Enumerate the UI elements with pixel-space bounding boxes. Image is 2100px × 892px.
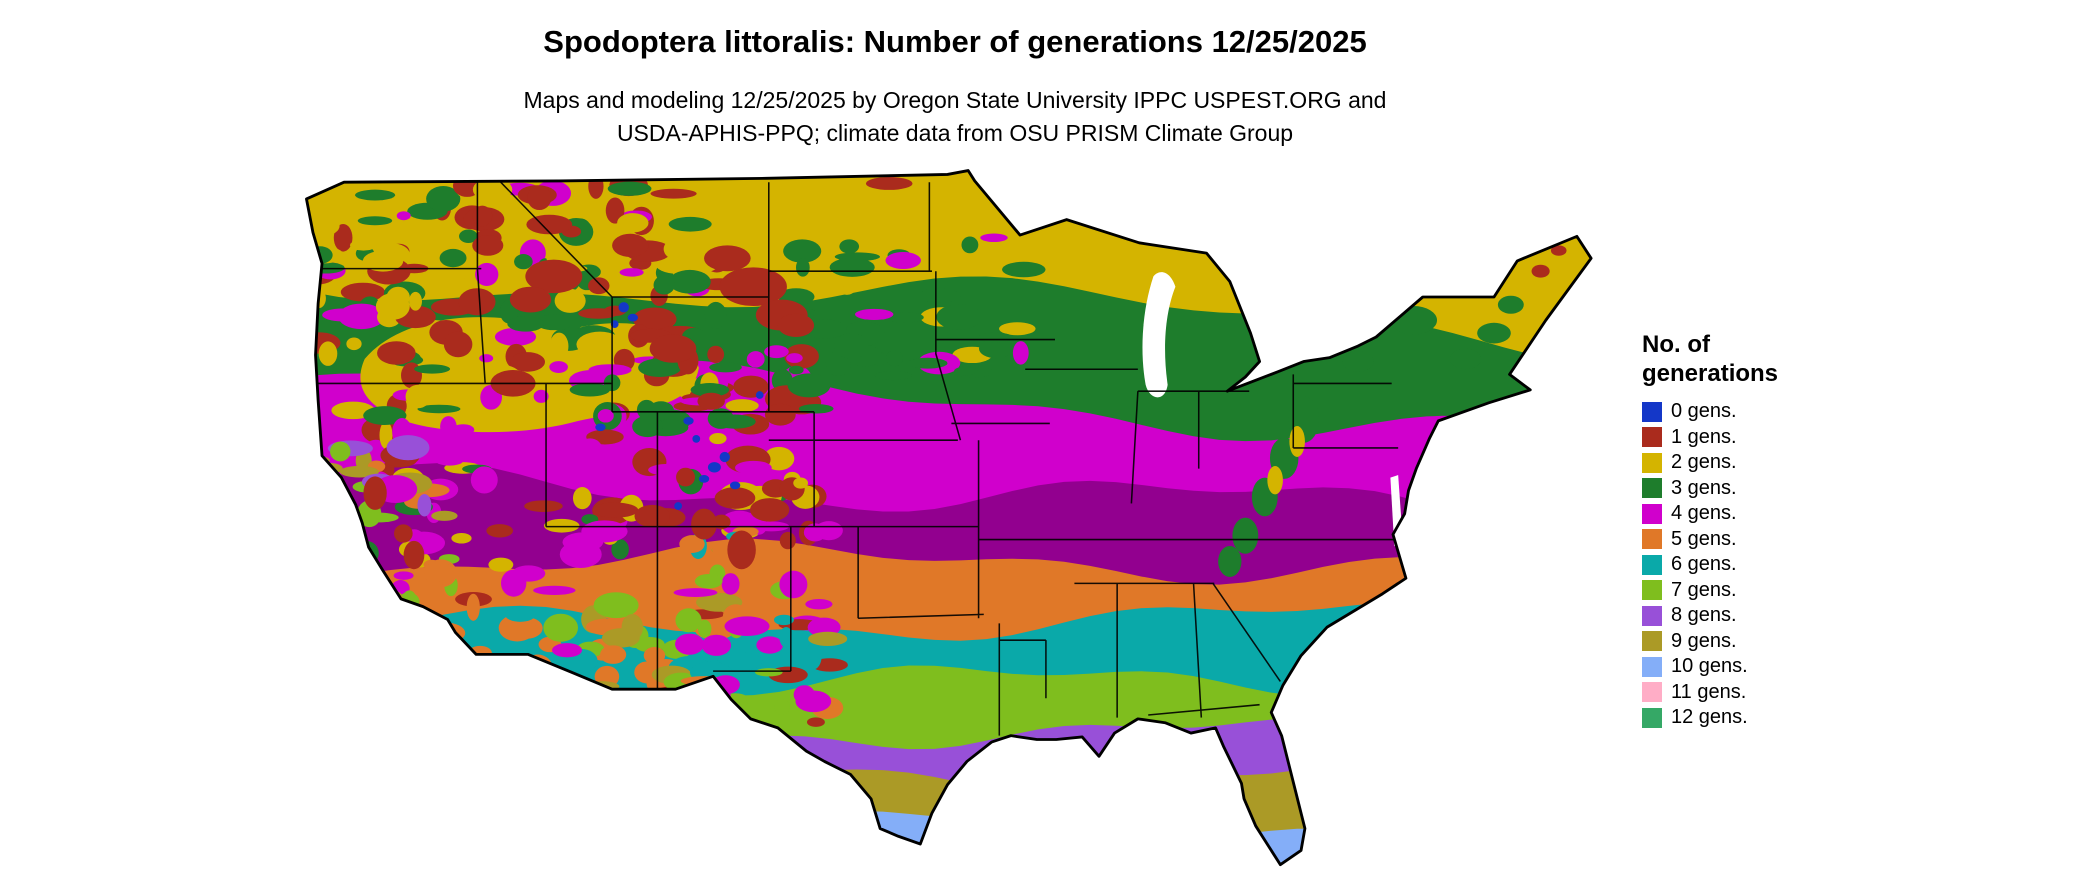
legend-item: 7 gens. bbox=[1642, 578, 1778, 604]
legend-label: 0 gens. bbox=[1671, 400, 1737, 423]
figure-subtitle: Maps and modeling 12/25/2025 by Oregon S… bbox=[0, 84, 1910, 150]
legend-swatch-icon bbox=[1642, 503, 1662, 524]
legend-item: 9 gens. bbox=[1642, 629, 1778, 655]
us-generations-map bbox=[300, 168, 1595, 884]
legend-swatch-icon bbox=[1642, 478, 1662, 499]
legend-item: 2 gens. bbox=[1642, 450, 1778, 476]
legend-title-line-1: No. of bbox=[1642, 331, 1710, 358]
legend-title-line-2: generations bbox=[1642, 360, 1779, 387]
legend-label: 3 gens. bbox=[1671, 476, 1737, 499]
legend-item: 12 gens. bbox=[1642, 705, 1778, 731]
legend-swatch-icon bbox=[1642, 656, 1662, 677]
legend-swatch-icon bbox=[1642, 401, 1662, 422]
legend-label: 12 gens. bbox=[1671, 706, 1748, 729]
legend-swatch-icon bbox=[1642, 580, 1662, 601]
legend-item: 10 gens. bbox=[1642, 654, 1778, 680]
legend-item: 5 gens. bbox=[1642, 527, 1778, 553]
legend-label: 1 gens. bbox=[1671, 425, 1737, 448]
legend-swatch-icon bbox=[1642, 682, 1662, 703]
legend-swatch-icon bbox=[1642, 427, 1662, 448]
legend-swatch-icon bbox=[1642, 605, 1662, 626]
legend-label: 2 gens. bbox=[1671, 451, 1737, 474]
legend-label: 11 gens. bbox=[1671, 680, 1747, 703]
us-map-image bbox=[305, 169, 1593, 867]
subtitle-line-2: USDA-APHIS-PPQ; climate data from OSU PR… bbox=[616, 120, 1294, 146]
legend-title: No. of generations bbox=[1642, 330, 1778, 388]
legend-item: 0 gens. bbox=[1642, 399, 1778, 425]
legend-item: 3 gens. bbox=[1642, 476, 1778, 502]
figure-title: Spodoptera littoralis: Number of generat… bbox=[543, 24, 1367, 59]
legend-swatch-icon bbox=[1642, 452, 1662, 473]
legend-swatch-icon bbox=[1642, 707, 1662, 728]
legend-label: 5 gens. bbox=[1671, 527, 1737, 550]
legend-label: 9 gens. bbox=[1671, 629, 1737, 652]
legend-item: 11 gens. bbox=[1642, 680, 1778, 706]
legend-item: 4 gens. bbox=[1642, 501, 1778, 527]
legend-label: 4 gens. bbox=[1671, 502, 1737, 525]
legend-item: 1 gens. bbox=[1642, 425, 1778, 451]
legend-swatch-icon bbox=[1642, 529, 1662, 550]
legend-label: 10 gens. bbox=[1671, 655, 1748, 678]
legend-label: 6 gens. bbox=[1671, 553, 1737, 576]
legend-item: 8 gens. bbox=[1642, 603, 1778, 629]
legend-swatch-icon bbox=[1642, 631, 1662, 652]
legend: No. of generations 0 gens. 1 gens. 2 gens.… bbox=[1642, 330, 1778, 731]
figure-header: Spodoptera littoralis: Number of generat… bbox=[0, 0, 1910, 150]
subtitle-line-1: Maps and modeling 12/25/2025 by Oregon S… bbox=[523, 87, 1387, 113]
legend-item: 6 gens. bbox=[1642, 552, 1778, 578]
legend-label: 7 gens. bbox=[1671, 578, 1737, 601]
legend-items: 0 gens. 1 gens. 2 gens. 3 gens. 4 gens. 5 gen… bbox=[1642, 399, 1778, 731]
legend-swatch-icon bbox=[1642, 554, 1662, 575]
legend-label: 8 gens. bbox=[1671, 604, 1737, 627]
